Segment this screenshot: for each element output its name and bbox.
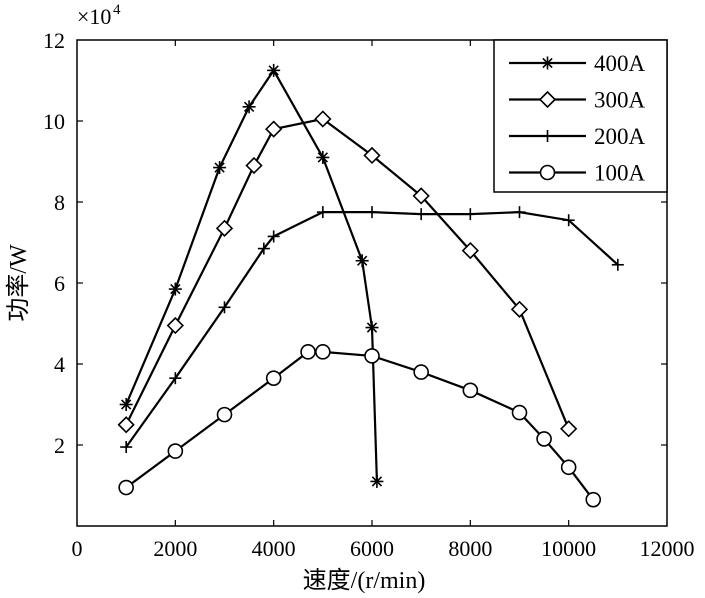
data-point <box>511 404 528 421</box>
data-point <box>413 364 429 380</box>
data-point <box>461 241 479 260</box>
data-point <box>510 300 529 318</box>
data-point <box>167 443 184 459</box>
data-point <box>513 206 526 219</box>
data-point <box>370 474 384 488</box>
data-point <box>462 382 479 399</box>
x-tick-label: 6000 <box>350 536 394 561</box>
data-point <box>120 441 133 454</box>
legend-label: 300A <box>594 88 646 113</box>
data-point <box>560 420 578 438</box>
data-point <box>242 100 256 114</box>
y-multiplier-exponent: 4 <box>113 2 121 18</box>
data-point <box>168 282 182 296</box>
x-tick-label: 8000 <box>448 536 492 561</box>
x-tick-label: 2000 <box>153 536 197 561</box>
data-point <box>415 208 428 221</box>
data-point <box>464 208 477 221</box>
data-point <box>363 146 381 165</box>
data-point <box>585 491 602 508</box>
y-tick-label: 10 <box>43 109 65 134</box>
series-400A <box>119 63 384 488</box>
x-axis-label: 速度/(r/min) <box>303 567 426 594</box>
data-point <box>538 90 557 109</box>
data-point <box>218 301 231 314</box>
data-point <box>355 254 369 268</box>
data-point <box>265 120 283 138</box>
x-tick-label: 12000 <box>640 536 695 561</box>
data-point <box>117 416 135 434</box>
legend-entry: 300A <box>509 88 646 113</box>
legend: 400A 300A 200A 100A <box>493 39 668 193</box>
data-point <box>562 214 575 227</box>
data-point <box>267 230 280 243</box>
x-tick-label: 4000 <box>252 536 296 561</box>
legend-entry: 200A <box>509 124 646 149</box>
data-point <box>316 206 329 219</box>
y-tick-label: 6 <box>54 271 65 296</box>
series-line <box>125 211 619 448</box>
data-point <box>611 258 624 271</box>
data-point <box>245 156 263 175</box>
data-point <box>366 206 378 219</box>
series-line <box>125 350 595 501</box>
data-point <box>300 344 316 360</box>
data-point <box>215 219 234 237</box>
y-tick-label: 2 <box>54 433 65 458</box>
data-point <box>216 406 233 423</box>
legend-label: 200A <box>594 124 646 149</box>
y-multiplier-base: ×10 <box>77 4 111 29</box>
data-point <box>213 161 227 175</box>
legend-box <box>493 39 668 193</box>
data-point <box>539 164 556 181</box>
data-point <box>119 398 133 411</box>
data-point <box>169 372 182 385</box>
data-point <box>265 370 282 386</box>
series-100A <box>118 344 602 508</box>
legend-entry: 400A <box>509 51 646 76</box>
data-point <box>314 110 332 128</box>
legend-label: 400A <box>594 51 646 76</box>
y-tick-label: 8 <box>54 190 65 215</box>
data-point <box>412 187 430 205</box>
y-tick-label: 12 <box>43 28 65 53</box>
series-layer <box>117 63 624 508</box>
data-point <box>118 479 134 496</box>
data-point <box>315 344 331 360</box>
data-point <box>316 150 330 164</box>
legend-entry: 100A <box>509 161 646 186</box>
x-tick-label: 10000 <box>541 536 596 561</box>
data-point <box>257 242 270 255</box>
data-point <box>560 459 577 476</box>
y-tick-label: 4 <box>54 352 65 377</box>
x-tick-label: 0 <box>72 536 83 561</box>
data-point <box>536 431 552 447</box>
data-point <box>267 63 281 77</box>
series-300A <box>117 110 578 438</box>
legend-label: 100A <box>594 161 646 186</box>
data-point <box>365 321 379 335</box>
y-axis-label: 功率/W <box>5 244 32 322</box>
data-point <box>541 56 554 70</box>
data-point <box>364 348 380 364</box>
series-200A <box>120 206 624 454</box>
data-point <box>166 316 184 335</box>
data-point <box>541 130 554 142</box>
